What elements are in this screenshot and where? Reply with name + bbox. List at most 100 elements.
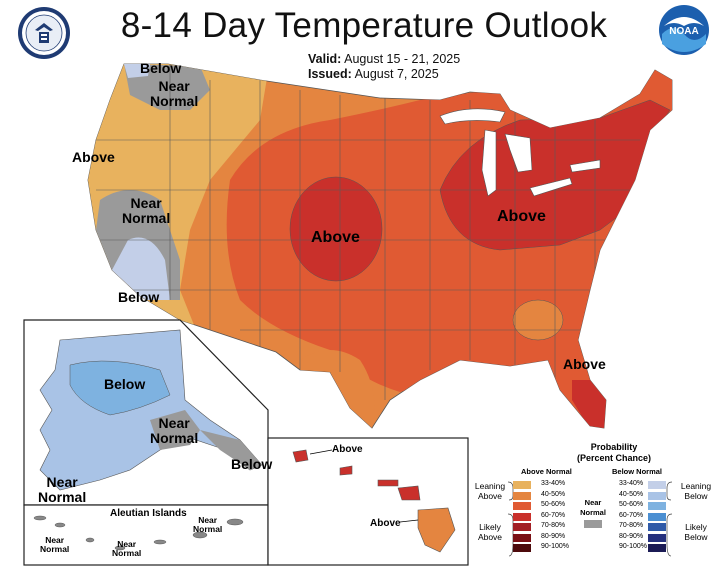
legend-below-range: 33-40% (619, 480, 644, 487)
svg-text:NOAA: NOAA (669, 26, 698, 37)
label-al-near-a: Near Normal (40, 536, 69, 554)
label-al-near-b-line2: Normal (112, 548, 142, 558)
label-lakes-above: Above (497, 208, 546, 225)
label-al-near-a-line2: Normal (40, 544, 70, 554)
label-nw-near-line2: Normal (150, 93, 199, 109)
label-ak-sw-near-line2: Normal (38, 489, 87, 505)
alaska-below-core (69, 360, 171, 416)
label-hi-above-1: Above (332, 444, 363, 455)
aleutian-inset-frame (23, 504, 269, 566)
aleutian-title: Aleutian Islands (110, 508, 187, 519)
valid-dates: Valid: August 15 - 21, 2025 (308, 52, 460, 66)
label-al-near-c-line1: Near (198, 515, 218, 525)
legend-above-swatch (513, 512, 531, 521)
legend-below-swatch (648, 512, 666, 521)
legend-near-line1: Near (584, 498, 602, 507)
label-ca-near-line2: Normal (122, 210, 171, 226)
label-ak-near: Near Normal (150, 416, 198, 446)
label-ak-near-line1: Near (158, 415, 190, 431)
legend-below-range: 50-60% (619, 501, 644, 508)
legend-above-range: 40-50% (541, 490, 566, 498)
legend-leaning-below-line2: Below (684, 491, 708, 501)
legend-above-range: 90-100% (541, 543, 570, 550)
label-ak-pan-below: Below (231, 456, 273, 472)
lake-ontario (569, 159, 601, 173)
label-nw-near-line1: Near (158, 78, 190, 94)
molokai-island (377, 479, 399, 487)
alaska-panhandle-near (200, 430, 262, 470)
label-fl-above: Above (563, 356, 606, 372)
label-nw-below: Below (140, 60, 182, 76)
lake-superior (439, 108, 506, 125)
label-al-near-b: Near Normal (112, 540, 141, 558)
page-title: 8-14 Day Temperature Outlook (120, 6, 608, 45)
legend-above-range: 60-70% (541, 511, 566, 519)
label-al-near-a-line1: Near (45, 535, 65, 545)
valid-label: Valid: (308, 52, 342, 66)
legend-title: Probability (Percent Chance) (556, 442, 672, 464)
label-west-above: Above (72, 149, 115, 165)
alaska-near-normal (150, 410, 200, 450)
legend-leaning-above-line1: Leaning (474, 481, 506, 491)
legend-title-line1: Probability (590, 442, 638, 452)
legend-below-swatch (648, 533, 666, 542)
label-al-near-b-line1: Near (117, 539, 137, 549)
noaa-logo: NOAA (659, 5, 709, 55)
legend-leaning-below: Leaning Below (676, 481, 716, 501)
label-ak-sw-near-line1: Near (46, 474, 78, 490)
label-sw-below: Below (118, 289, 160, 305)
issued-value: August 7, 2025 (354, 67, 439, 81)
legend-above-swatch (513, 481, 531, 489)
maui-island (397, 485, 421, 501)
legend-below-range: 70-80% (619, 522, 644, 529)
legend-below-swatch (648, 523, 666, 531)
legend-likely-above-line1: Likely (479, 522, 501, 532)
legend-below-swatch (648, 502, 666, 510)
legend-above-range: 70-80% (541, 522, 566, 529)
legend-title-line2: (Percent Chance) (576, 453, 652, 463)
lake-michigan (481, 129, 497, 197)
legend-above-swatch (513, 533, 531, 542)
valid-value: August 15 - 21, 2025 (344, 52, 461, 66)
legend-above-swatch (513, 502, 531, 510)
label-ca-near: Near Normal (122, 196, 170, 226)
lake-erie (529, 177, 573, 197)
label-plains-above: Above (311, 229, 360, 246)
label-al-near-c-line2: Normal (193, 524, 223, 534)
legend-near-line2: Normal (580, 508, 606, 517)
legend-below-swatch (648, 491, 666, 500)
legend-below-range: 90-100% (619, 543, 648, 550)
lake-huron (504, 133, 533, 173)
legend-likely-above: Likely Above (472, 522, 508, 542)
legend-leaning-above-line2: Above (477, 491, 503, 501)
legend-above-range: 50-60% (541, 501, 566, 508)
legend-above-swatch (513, 523, 531, 531)
legend-above-head: Above Normal (521, 467, 572, 476)
issued-date: Issued: August 7, 2025 (308, 67, 439, 81)
legend-above-range: 33-40% (541, 480, 566, 487)
legend-below-range: 80-90% (619, 532, 644, 540)
legend-above-swatch (513, 491, 531, 500)
issued-label: Issued: (308, 67, 352, 81)
legend-above-swatch (513, 544, 531, 552)
label-ak-below: Below (104, 376, 146, 392)
label-al-near-c: Near Normal (193, 516, 222, 534)
label-hi-above-2: Above (370, 518, 401, 529)
label-nw-near: Near Normal (150, 79, 198, 109)
legend-likely-below-line2: Below (684, 532, 708, 542)
label-ak-near-line2: Normal (150, 430, 199, 446)
legend-likely-below-line1: Likely (685, 522, 707, 532)
big-island (417, 507, 456, 553)
legend-below-range: 40-50% (619, 490, 644, 498)
label-ak-sw-near: Near Normal (38, 475, 86, 505)
legend-below-swatch (648, 481, 666, 489)
legend-below-swatch (648, 544, 666, 552)
legend-likely-above-line2: Above (477, 532, 503, 542)
legend-leaning-above: Leaning Above (472, 481, 508, 501)
oahu-island (339, 465, 353, 476)
legend-near-normal: Near Normal (578, 498, 608, 518)
legend-above-range: 80-90% (541, 532, 566, 540)
legend-below-range: 60-70% (619, 511, 644, 519)
